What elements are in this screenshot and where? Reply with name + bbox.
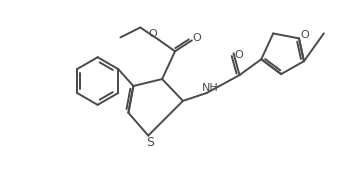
Text: S: S: [146, 136, 154, 149]
Text: NH: NH: [202, 83, 219, 93]
Text: O: O: [192, 33, 201, 43]
Text: O: O: [234, 50, 243, 60]
Text: O: O: [149, 29, 158, 40]
Text: O: O: [301, 30, 309, 40]
